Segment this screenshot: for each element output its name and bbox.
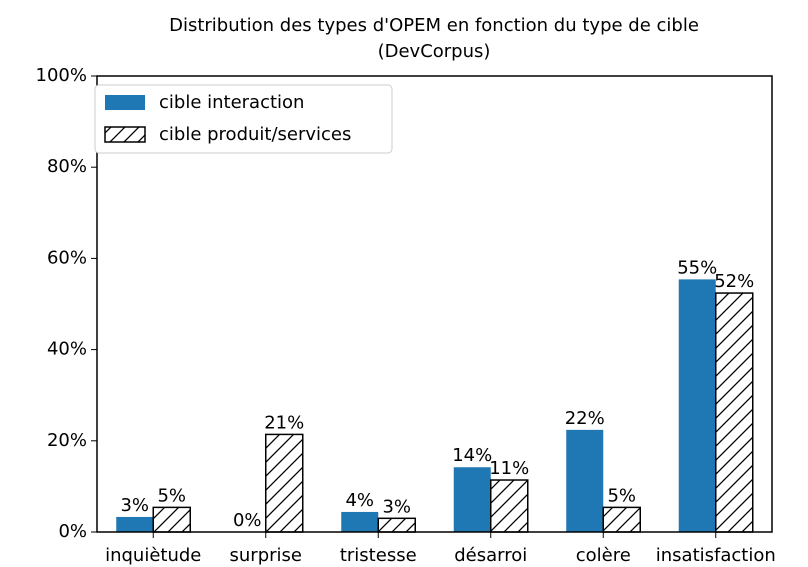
bar [377, 517, 416, 533]
value-label: 0% [233, 510, 262, 531]
legend-swatch [105, 95, 145, 110]
y-tick-label: 80% [47, 156, 87, 177]
bar [490, 479, 529, 533]
value-label: 11% [489, 458, 529, 479]
bar [566, 429, 604, 532]
value-label: 14% [452, 445, 492, 466]
value-label: 4% [345, 490, 374, 511]
x-tick-label: désarroi [454, 545, 527, 566]
chart-subtitle: (DevCorpus) [378, 41, 491, 62]
x-tick-label: insatisfaction [656, 545, 776, 566]
value-label: 3% [120, 495, 149, 516]
legend-label: cible produit/services [159, 124, 351, 145]
value-label: 21% [264, 412, 304, 433]
bar [116, 516, 154, 532]
y-tick-label: 20% [47, 430, 87, 451]
x-tick-label: colère [576, 545, 631, 566]
value-label: 5% [607, 485, 636, 506]
bar [152, 506, 191, 533]
legend-label: cible interaction [159, 92, 304, 113]
plot-frame [96, 75, 773, 533]
bar [678, 279, 716, 532]
chart-title: Distribution des types d'OPEM en fonctio… [169, 15, 699, 36]
y-tick-label: 0% [58, 521, 87, 542]
y-tick-label: 100% [36, 65, 87, 86]
x-tick-label: inquiètude [105, 545, 201, 566]
y-tick-label: 60% [47, 247, 87, 268]
legend-swatch [104, 126, 146, 143]
value-label: 22% [565, 408, 605, 429]
value-label: 5% [157, 485, 186, 506]
y-tick-label: 40% [47, 339, 87, 360]
legend-box [94, 84, 393, 154]
x-tick-label: tristesse [340, 545, 417, 566]
bar [715, 292, 754, 533]
bar [602, 506, 641, 533]
x-tick-label: surprise [230, 545, 302, 566]
bar [265, 433, 304, 533]
value-label: 3% [382, 496, 411, 517]
value-label: 55% [677, 257, 717, 278]
bar [341, 511, 379, 532]
bar [453, 467, 491, 532]
value-label: 52% [714, 271, 754, 292]
